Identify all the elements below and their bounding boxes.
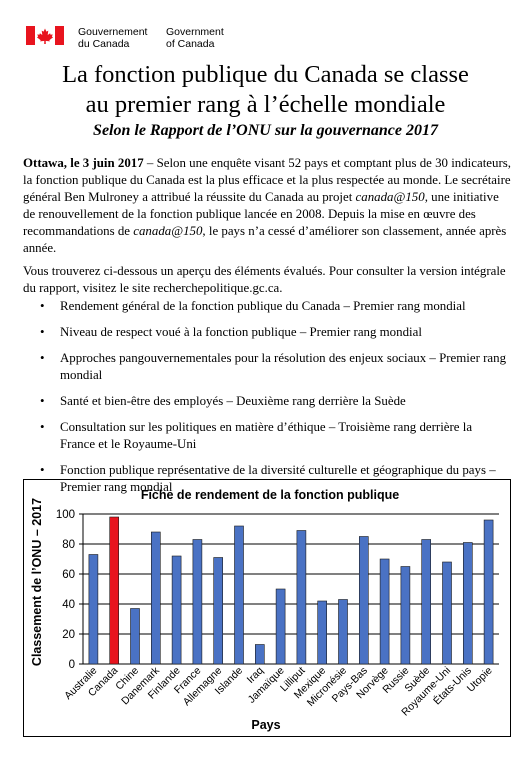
page-subtitle: Selon le Rapport de l’ONU sur la gouvern… [93, 122, 438, 139]
performance-chart: Fiche de rendement de la fonction publiq… [23, 479, 511, 737]
list-item: Rendement général de la fonction publiqu… [40, 298, 510, 315]
list-item: Approches pangouvernementales pour la ré… [40, 350, 510, 384]
bar [151, 531, 161, 665]
bar [483, 519, 494, 665]
ranking-list: Rendement général de la fonction publiqu… [40, 298, 510, 505]
bar [379, 558, 390, 665]
bar [338, 599, 348, 665]
bar [442, 561, 452, 665]
bar [358, 536, 369, 665]
y-axis-label: Classement de l’ONU – 2017 [30, 498, 44, 666]
bar [275, 588, 286, 665]
bar [317, 600, 328, 665]
y-tick-label: 60 [62, 569, 75, 581]
list-item: Santé et bien-être des employés – Deuxiè… [40, 393, 510, 410]
list-item: Consultation sur les politiques en matiè… [40, 419, 510, 453]
bar [421, 539, 432, 665]
government-wordmark-en: Government of Canada [166, 26, 224, 50]
bar [130, 608, 140, 665]
bar [88, 554, 99, 665]
bar-chart: Fiche de rendement de la fonction publiq… [30, 488, 499, 732]
canada-flag-icon [26, 26, 64, 45]
government-wordmark-fr: Gouvernement du Canada [78, 26, 148, 50]
y-tick-label: 80 [62, 539, 75, 551]
government-header: Gouvernement du Canada Government of Can… [26, 20, 506, 50]
list-item: Niveau de respect voué à la fonction pub… [40, 324, 510, 341]
bar [109, 516, 119, 665]
y-tick-label: 40 [62, 599, 75, 611]
bar [234, 525, 244, 665]
bar [192, 539, 203, 665]
chart-title: Fiche de rendement de la fonction publiq… [141, 488, 399, 502]
page-title: La fonction publique du Canada se classe… [62, 61, 469, 118]
y-tick-label: 0 [69, 659, 75, 671]
bar [462, 542, 473, 665]
bar [296, 530, 307, 665]
x-axis-label: Pays [251, 718, 280, 732]
list-item: Fonction publique représentative de la d… [40, 462, 510, 496]
bar [171, 555, 182, 665]
y-tick-label: 100 [56, 509, 75, 521]
bar [213, 557, 223, 665]
overview-paragraph: Vous trouverez ci-dessous un aperçu des … [23, 264, 506, 295]
y-tick-label: 20 [62, 629, 75, 641]
bar [255, 644, 265, 665]
dateline: Ottawa, le 3 juin 2017 [23, 156, 144, 170]
bar [400, 566, 411, 665]
intro-paragraph: Ottawa, le 3 juin 2017 – Selon une enquê… [23, 156, 511, 255]
